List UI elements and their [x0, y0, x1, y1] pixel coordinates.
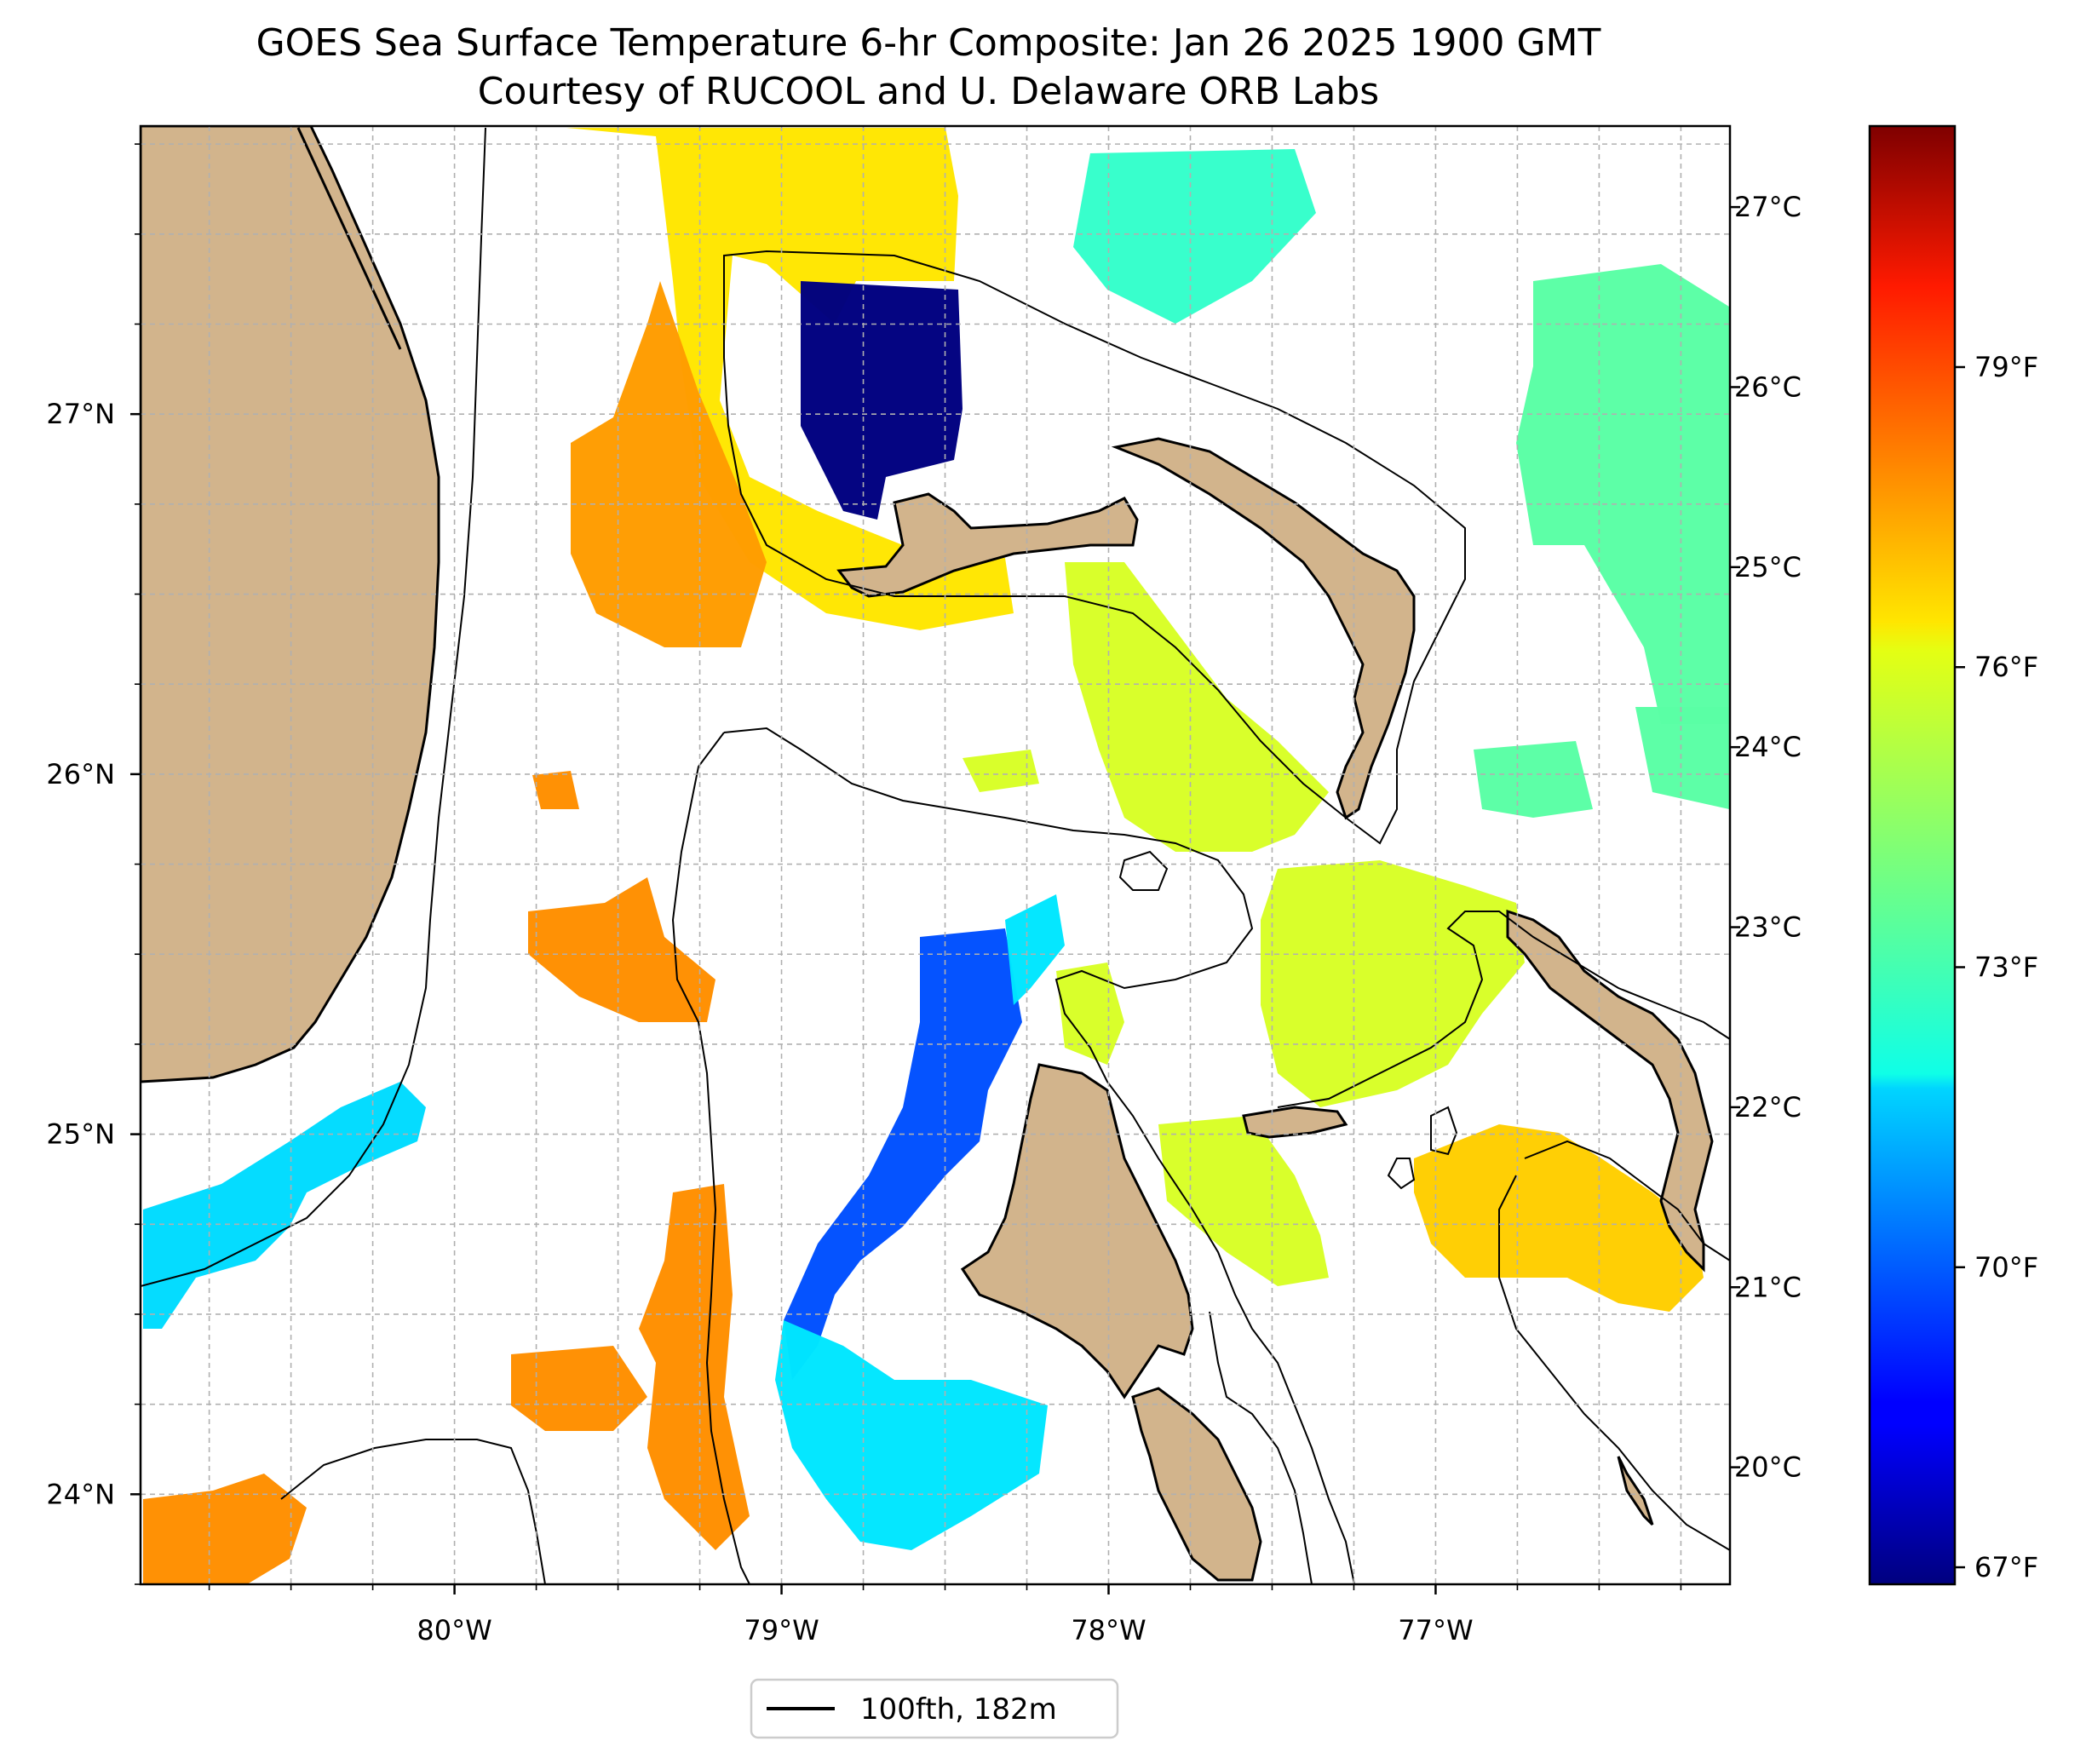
bathy-contour-cay-sal [280, 1439, 546, 1584]
celsius-tick-label: 25°C [1734, 551, 1802, 583]
colorbar: 20°C 21°C 22°C 23°C 24°C 25°C 26°C 27°C … [1730, 124, 2038, 1586]
sst-patch [143, 1082, 426, 1329]
bathy-contour-great-bahama-bank-west [723, 727, 1355, 1584]
lon-tick-label-80w: 80°W [417, 1614, 491, 1646]
map-frame [139, 124, 1732, 1586]
sst-patch [143, 1474, 307, 1584]
exuma-cays [1617, 1456, 1654, 1526]
celsius-tick-label: 24°C [1734, 731, 1802, 763]
sst-patch [1414, 1124, 1704, 1312]
andros-south-cays [1131, 1387, 1262, 1582]
sst-patch [1516, 264, 1729, 724]
lon-tick-label-78w: 78°W [1071, 1614, 1146, 1646]
sst-patch [639, 1184, 750, 1550]
grand-bahama-island [836, 492, 1139, 598]
fahrenheit-tick-label: 76°F [1974, 651, 2038, 683]
sst-patch [801, 281, 963, 520]
bathy-contour-straits [671, 732, 750, 1584]
bathy-contour-small-bank [1430, 1106, 1458, 1156]
celsius-tick-label: 21°C [1734, 1271, 1802, 1303]
legend: 100fth, 182m [750, 1678, 1119, 1739]
lat-tick-label: 24°N [46, 1478, 115, 1510]
sst-patch [1635, 707, 1729, 809]
sst-patch [528, 877, 715, 1022]
celsius-ticks: 20°C 21°C 22°C 23°C 24°C 25°C 26°C 27°C [1730, 191, 1802, 1484]
chart-title-line2: Courtesy of RUCOOL and U. Delaware ORB L… [478, 70, 1379, 113]
sst-patch [1005, 894, 1065, 1005]
sst-patch [532, 771, 579, 809]
legend-box [750, 1678, 1119, 1739]
celsius-tick-label: 23°C [1734, 911, 1802, 944]
chart-title-line1: GOES Sea Surface Temperature 6-hr Compos… [256, 21, 1601, 65]
sst-patch [775, 1320, 1048, 1550]
great-abaco-island [1111, 437, 1416, 820]
sst-patch [1474, 741, 1593, 818]
lon-tick-label-79w: 79°W [744, 1614, 819, 1646]
lon-tick-label-77w: 77°W [1398, 1614, 1473, 1646]
celsius-tick-label: 27°C [1734, 191, 1802, 223]
sst-patch [571, 281, 767, 647]
colorbar-gradient [1868, 124, 1957, 1586]
sst-patch [1065, 562, 1329, 852]
new-providence-island [1242, 1106, 1348, 1139]
sst-patch [1056, 962, 1124, 1065]
fahrenheit-tick-label: 79°F [1974, 351, 2038, 383]
fahrenheit-tick-label: 70°F [1974, 1251, 2038, 1284]
bathy-contour-small-bank [1387, 1158, 1416, 1190]
bathy-contour-northeast-bank [1277, 911, 1730, 1108]
lat-tick-label: 27°N [46, 398, 115, 430]
bathy-contour-little-bahama-bank [723, 250, 1466, 845]
eleuthera-island [1506, 909, 1714, 1273]
bathy-contour-exuma [1524, 1140, 1730, 1261]
sst-patch [963, 750, 1039, 792]
gridlines [141, 126, 1730, 1584]
sst-patch [511, 1346, 647, 1431]
lon-tick-label: 78°W [1071, 1614, 1146, 1646]
sst-patch [1158, 1116, 1329, 1286]
bathy-contour-berry-islands [1118, 850, 1169, 891]
celsius-tick-label: 22°C [1734, 1091, 1802, 1123]
lat-tick-label: 26°N [46, 758, 115, 790]
bathy-contour-florida [141, 127, 486, 1287]
sst-patch [784, 928, 1022, 1380]
celsius-tick-label: 20°C [1734, 1451, 1802, 1484]
sst-patch [1073, 149, 1316, 324]
bathymetry-contour-layer [141, 127, 1730, 1584]
tick-marks [130, 143, 1682, 1594]
lat-tick-label: 25°N [46, 1118, 115, 1151]
bathy-contour-exuma-sound [1498, 1175, 1730, 1551]
fahrenheit-tick-label: 67°F [1974, 1551, 2038, 1583]
florida-landmass [141, 126, 440, 1083]
map-area [141, 126, 1730, 1584]
sst-patch [1261, 860, 1525, 1107]
bathy-contour-andros-east [1209, 1311, 1313, 1584]
lon-tick-label: 80°W [417, 1614, 491, 1646]
fahrenheit-ticks: 67°F 70°F 73°F 76°F 79°F [1955, 351, 2038, 1583]
celsius-tick-label: 26°C [1734, 371, 1802, 403]
florida-lake-okeechobee-shore [296, 127, 402, 350]
sst-patch [566, 128, 1014, 630]
lon-tick-label: 77°W [1398, 1614, 1473, 1646]
fahrenheit-tick-label: 73°F [1974, 951, 2038, 984]
lon-tick-label: 79°W [744, 1614, 819, 1646]
lat-axis: 27°N 26°N 25°N 24°N [46, 398, 115, 1510]
legend-label: 100fth, 182m [860, 1692, 1057, 1727]
lon-axis: 80°W 79°W 78°W 77°W [417, 1614, 1473, 1646]
sst-data-layer [141, 128, 1729, 1584]
